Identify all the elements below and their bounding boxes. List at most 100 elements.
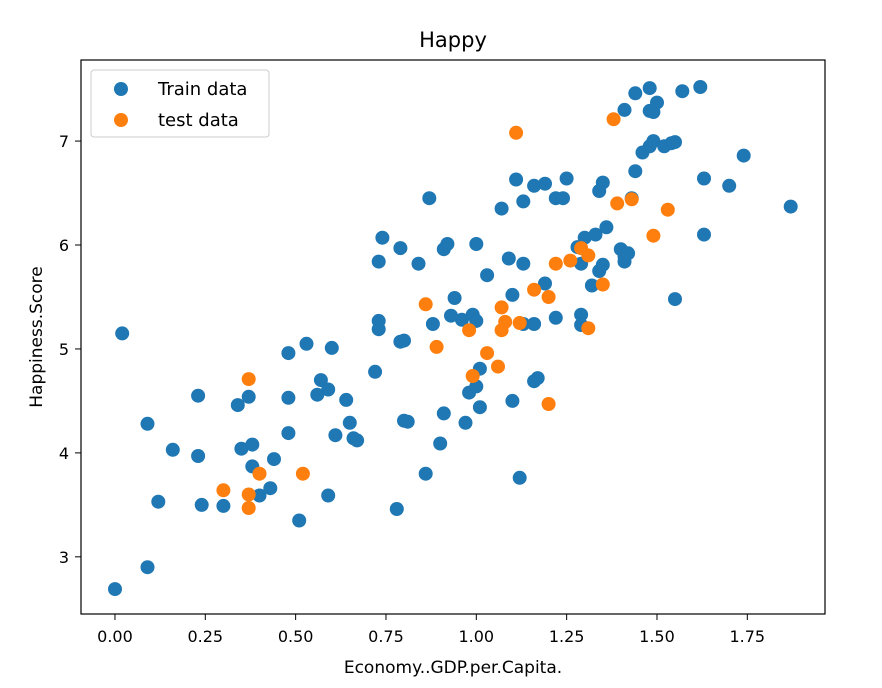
train-point-4 bbox=[151, 494, 166, 509]
train-point-41 bbox=[397, 333, 411, 348]
train-point-85 bbox=[574, 307, 589, 322]
train-point-113 bbox=[668, 292, 682, 307]
test-point-21 bbox=[563, 253, 578, 268]
x-axis-ticks: 0.00 0.25 0.50 0.75 1.00 1.25 1.50 1.75 bbox=[97, 614, 765, 646]
train-point-51 bbox=[440, 237, 455, 251]
y-tick-label: 4 bbox=[59, 444, 69, 463]
train-point-114 bbox=[675, 84, 690, 99]
train-point-102 bbox=[628, 86, 643, 101]
x-tick-label: 0.00 bbox=[97, 627, 133, 646]
train-point-117 bbox=[697, 227, 711, 242]
train-point-14 bbox=[245, 437, 260, 452]
train-point-24 bbox=[313, 373, 328, 388]
train-point-17 bbox=[267, 452, 281, 467]
test-point-5 bbox=[295, 466, 310, 481]
train-point-74 bbox=[527, 178, 542, 193]
test-point-20 bbox=[548, 256, 563, 271]
chart-title: Happy bbox=[419, 28, 487, 52]
x-tick-label: 0.50 bbox=[278, 627, 314, 646]
x-tick-label: 0.25 bbox=[187, 627, 223, 646]
train-point-32 bbox=[350, 433, 365, 448]
train-point-68 bbox=[509, 172, 524, 187]
train-point-2 bbox=[140, 560, 155, 575]
y-tick-label: 5 bbox=[59, 340, 69, 359]
test-point-0 bbox=[216, 483, 231, 498]
test-point-19 bbox=[541, 397, 556, 411]
train-point-55 bbox=[458, 415, 473, 430]
train-point-62 bbox=[472, 400, 487, 415]
test-point-8 bbox=[462, 323, 477, 338]
test-point-23 bbox=[581, 248, 596, 263]
train-point-3 bbox=[140, 416, 155, 431]
train-point-82 bbox=[559, 171, 574, 186]
train-point-105 bbox=[642, 81, 657, 96]
test-point-30 bbox=[660, 202, 675, 217]
train-point-38 bbox=[389, 502, 404, 516]
train-point-94 bbox=[599, 220, 614, 235]
train-point-69 bbox=[512, 470, 527, 485]
train-point-115 bbox=[693, 80, 708, 94]
train-point-118 bbox=[722, 178, 737, 193]
test-point-18 bbox=[541, 290, 556, 304]
test-point-1 bbox=[241, 372, 256, 387]
train-point-53 bbox=[447, 291, 462, 305]
train-point-80 bbox=[548, 310, 563, 325]
test-point-7 bbox=[429, 339, 444, 354]
train-point-116 bbox=[697, 171, 711, 186]
train-point-10 bbox=[230, 398, 245, 413]
train-point-60 bbox=[469, 237, 484, 251]
test-point-10 bbox=[480, 346, 495, 361]
train-point-71 bbox=[516, 256, 531, 271]
train-point-33 bbox=[368, 364, 383, 379]
train-point-23 bbox=[310, 387, 325, 402]
test-point-3 bbox=[241, 501, 256, 515]
train-point-27 bbox=[324, 340, 339, 355]
points-layer bbox=[108, 80, 798, 597]
train-point-92 bbox=[595, 257, 610, 272]
test-point-4 bbox=[252, 466, 267, 481]
train-point-73 bbox=[527, 317, 542, 331]
train-point-101 bbox=[628, 164, 643, 179]
plot-frame bbox=[80, 59, 826, 615]
test-point-16 bbox=[512, 316, 527, 330]
test-point-15 bbox=[509, 125, 524, 140]
train-point-43 bbox=[400, 414, 415, 429]
train-point-37 bbox=[375, 230, 390, 245]
train-point-63 bbox=[480, 268, 495, 283]
train-point-45 bbox=[418, 466, 433, 481]
train-point-107 bbox=[646, 134, 661, 149]
train-point-18 bbox=[281, 426, 296, 441]
train-point-8 bbox=[194, 497, 209, 512]
train-point-0 bbox=[108, 582, 122, 597]
train-point-78 bbox=[538, 276, 552, 291]
test-point-6 bbox=[418, 297, 433, 312]
train-point-93 bbox=[595, 175, 610, 190]
train-point-67 bbox=[505, 393, 520, 408]
y-axis-label: Happiness.Score bbox=[27, 266, 47, 407]
x-tick-label: 1.75 bbox=[729, 627, 765, 646]
legend-marker-test bbox=[114, 113, 128, 127]
x-tick-label: 1.25 bbox=[549, 627, 585, 646]
test-point-28 bbox=[624, 192, 639, 207]
y-tick-label: 3 bbox=[59, 548, 69, 567]
train-point-99 bbox=[621, 246, 636, 261]
train-point-52 bbox=[444, 308, 458, 323]
train-point-120 bbox=[783, 199, 798, 214]
train-point-15 bbox=[252, 488, 267, 503]
train-point-19 bbox=[281, 390, 296, 405]
test-point-17 bbox=[527, 282, 542, 297]
train-point-40 bbox=[393, 241, 408, 256]
test-point-27 bbox=[610, 196, 625, 211]
train-point-20 bbox=[281, 346, 296, 361]
train-point-9 bbox=[216, 498, 231, 513]
train-point-96 bbox=[617, 102, 632, 117]
test-point-26 bbox=[606, 112, 621, 127]
train-point-6 bbox=[191, 449, 206, 463]
test-point-24 bbox=[581, 321, 596, 336]
x-tick-label: 1.00 bbox=[458, 627, 494, 646]
train-point-26 bbox=[321, 488, 336, 503]
y-axis-ticks: 3 4 5 6 7 bbox=[59, 132, 81, 567]
train-point-48 bbox=[433, 436, 448, 451]
train-point-47 bbox=[425, 317, 440, 331]
